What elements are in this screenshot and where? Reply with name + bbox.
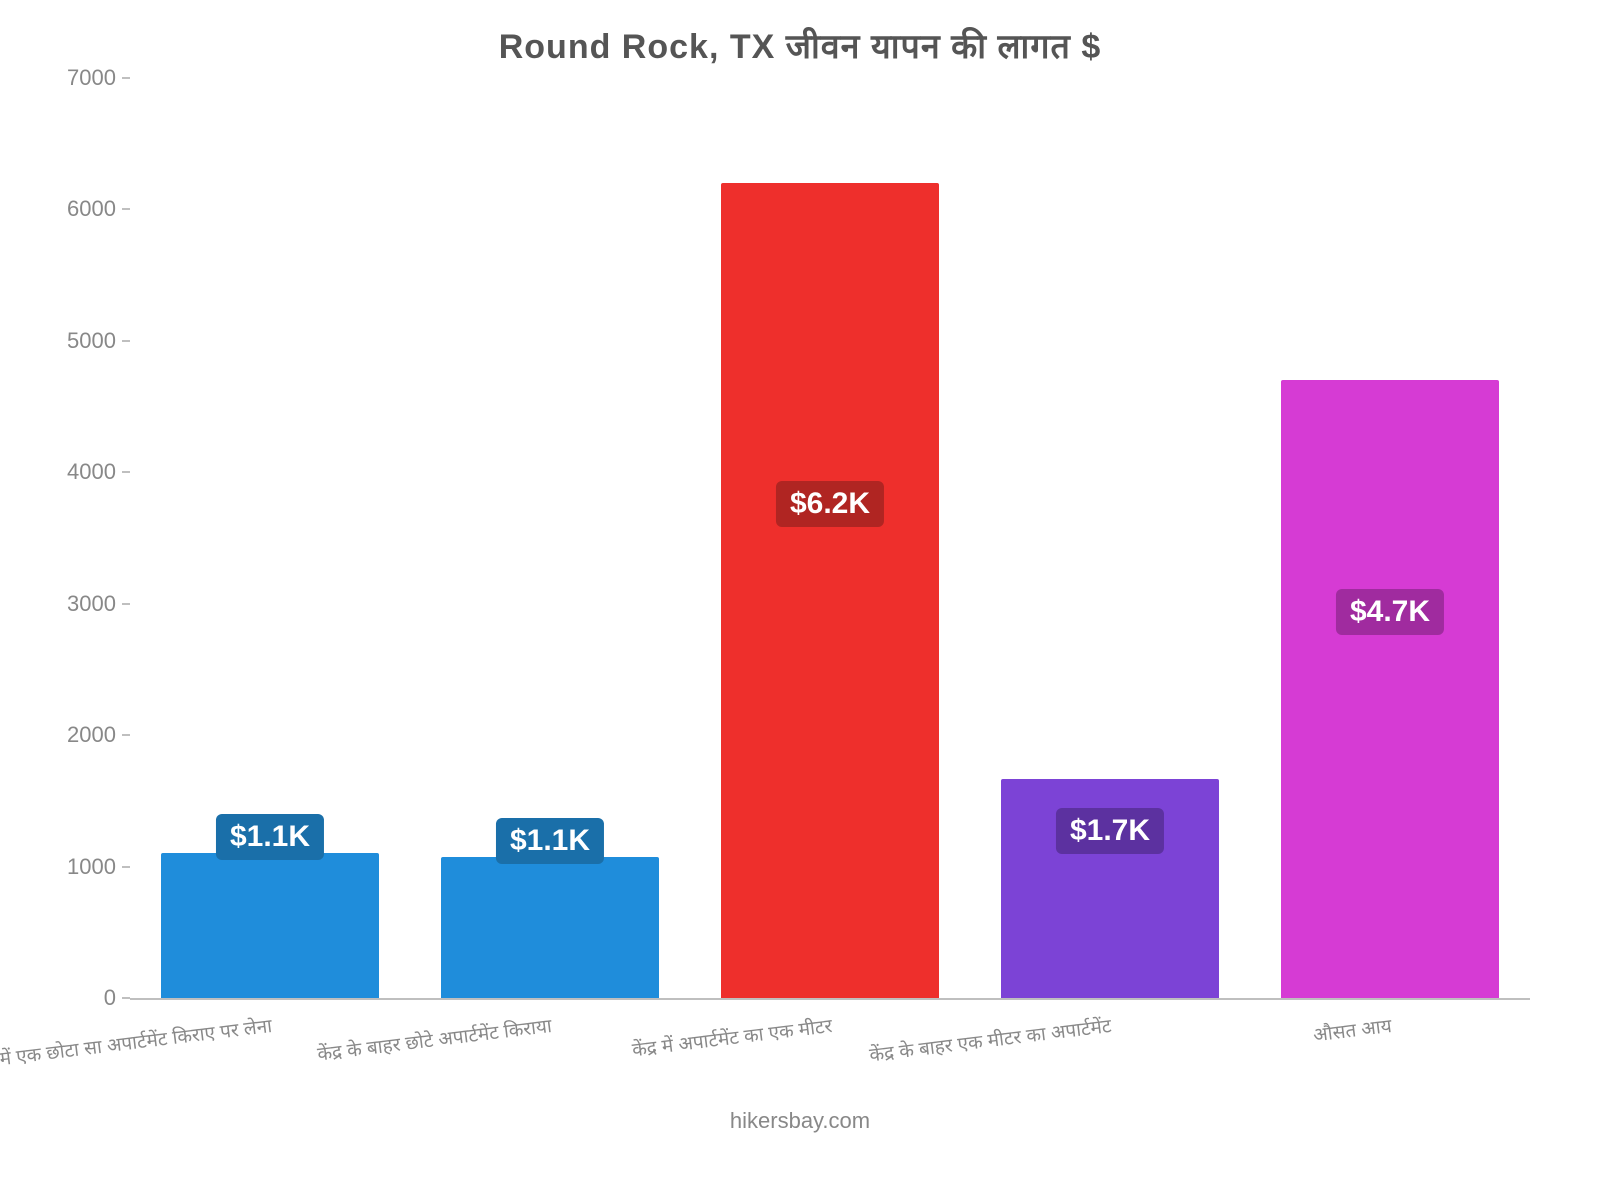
y-axis-tick-label: 6000	[36, 196, 116, 222]
plot-area: 01000200030004000500060007000$1.1Kकेंद्र…	[130, 78, 1530, 1000]
x-axis-tick-label: केंद्र के बाहर एक मीटर का अपार्टमेंट	[868, 1012, 1113, 1067]
bar	[161, 853, 379, 998]
y-axis-tick-mark	[122, 997, 130, 999]
y-axis-tick-mark	[122, 77, 130, 79]
y-axis-tick-label: 3000	[36, 591, 116, 617]
bar	[721, 183, 939, 998]
bar	[441, 857, 659, 998]
y-axis-tick-mark	[122, 603, 130, 605]
y-axis-tick-mark	[122, 340, 130, 342]
y-axis-tick-label: 0	[36, 985, 116, 1011]
y-axis-tick-mark	[122, 866, 130, 868]
x-axis-tick-label: केंद्र में एक छोटा सा अपार्टमेंट किराए प…	[0, 1012, 273, 1075]
attribution-text: hikersbay.com	[730, 1108, 870, 1134]
y-axis-tick-label: 7000	[36, 65, 116, 91]
x-axis-tick-label: औसत आय	[1312, 1012, 1393, 1047]
x-axis-tick-label: केंद्र के बाहर छोटे अपार्टमेंट किराया	[316, 1012, 553, 1067]
chart-container: 01000200030004000500060007000$1.1Kकेंद्र…	[10, 78, 1590, 1158]
chart-title: Round Rock, TX जीवन यापन की लागत $	[0, 0, 1600, 68]
y-axis-tick-mark	[122, 208, 130, 210]
bar-value-label: $1.7K	[1056, 808, 1164, 854]
y-axis-tick-label: 1000	[36, 854, 116, 880]
y-axis-tick-mark	[122, 734, 130, 736]
x-axis-tick-label: केंद्र में अपार्टमेंट का एक मीटर	[630, 1012, 833, 1062]
y-axis-tick-label: 4000	[36, 459, 116, 485]
y-axis-tick-label: 5000	[36, 328, 116, 354]
bar-value-label: $1.1K	[496, 818, 604, 864]
bar-value-label: $4.7K	[1336, 589, 1444, 635]
bar-value-label: $1.1K	[216, 814, 324, 860]
y-axis-tick-mark	[122, 471, 130, 473]
y-axis-tick-label: 2000	[36, 722, 116, 748]
bar-value-label: $6.2K	[776, 481, 884, 527]
bar	[1281, 380, 1499, 998]
